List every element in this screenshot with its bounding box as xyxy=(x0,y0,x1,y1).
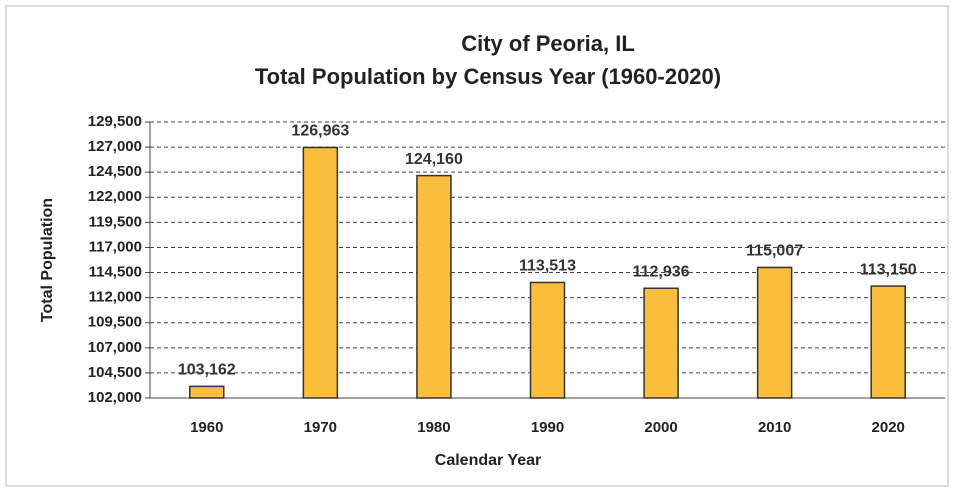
x-tick-label: 1980 xyxy=(417,419,450,436)
y-axis-label: Total Population xyxy=(39,198,56,322)
bar xyxy=(870,285,906,399)
value-label: 115,007 xyxy=(746,243,803,260)
y-tick-label: 102,000 xyxy=(88,389,142,406)
value-label: 126,963 xyxy=(291,123,349,140)
x-tick-label: 1960 xyxy=(190,419,223,436)
x-axis-label: Calendar Year xyxy=(435,452,541,469)
value-label: 103,162 xyxy=(178,362,236,379)
x-tick-label: 2000 xyxy=(644,419,677,436)
y-tick-label: 127,000 xyxy=(88,138,142,155)
chart-frame xyxy=(5,5,949,487)
bar xyxy=(756,266,793,399)
chart-title: City of Peoria, IL xyxy=(461,31,635,56)
x-tick-label: 1990 xyxy=(531,419,564,436)
y-tick-label: 114,500 xyxy=(89,264,142,281)
bar xyxy=(302,146,339,399)
bar xyxy=(416,174,452,399)
y-tick-label: 112,000 xyxy=(89,289,142,306)
bar xyxy=(643,287,679,399)
x-tick-label: 2010 xyxy=(758,419,791,436)
value-label: 112,936 xyxy=(633,263,690,280)
value-label: 113,150 xyxy=(860,261,917,278)
chart-subtitle: Total Population by Census Year (1960-20… xyxy=(255,64,721,89)
bar xyxy=(529,281,566,399)
y-tick-label: 117,000 xyxy=(89,238,142,255)
y-tick-label: 129,500 xyxy=(88,113,142,130)
bar xyxy=(189,385,225,399)
y-tick-label: 122,000 xyxy=(88,188,142,205)
value-label: 124,160 xyxy=(405,151,463,168)
y-tick-label: 119,500 xyxy=(89,213,142,230)
x-tick-label: 2020 xyxy=(872,419,905,436)
y-tick-label: 104,500 xyxy=(88,364,142,381)
value-label: 113,513 xyxy=(519,258,576,275)
x-tick-label: 1970 xyxy=(304,419,337,436)
y-tick-label: 124,500 xyxy=(88,163,142,180)
y-tick-label: 107,000 xyxy=(88,339,142,356)
y-tick-label: 109,500 xyxy=(88,314,142,331)
